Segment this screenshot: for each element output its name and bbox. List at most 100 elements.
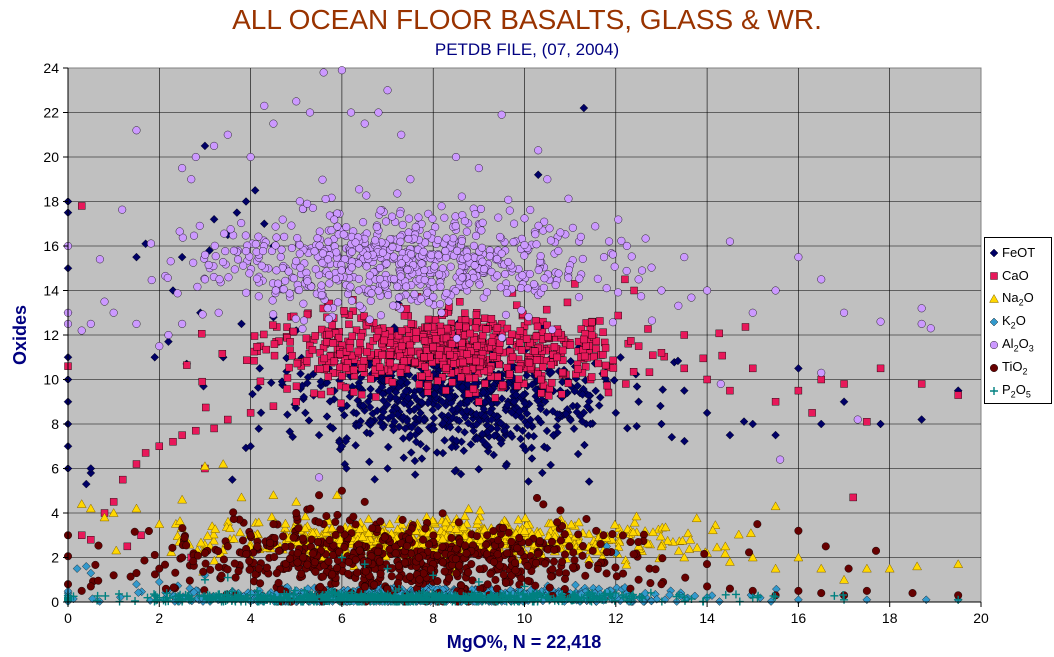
al2o3-point (210, 141, 219, 150)
tio2-point (602, 569, 611, 578)
tio2-point (318, 572, 327, 581)
tio2-point (602, 548, 611, 557)
al2o3-point (451, 212, 460, 221)
al2o3-point (396, 237, 405, 246)
feot-point (448, 413, 458, 422)
feot-point (623, 423, 632, 433)
al2o3-point (163, 273, 172, 282)
al2o3-point (268, 296, 277, 305)
feot-point (447, 442, 456, 452)
al2o3-point (428, 214, 437, 223)
cao-point (323, 338, 331, 346)
tio2-point (626, 538, 635, 547)
cao-point (356, 339, 364, 347)
feot-point (520, 399, 530, 408)
feot-point (518, 390, 528, 400)
cao-point (472, 311, 481, 319)
tio2-point (574, 530, 583, 539)
al2o3-point (469, 241, 478, 250)
tio2-point (254, 564, 263, 573)
tio2-point (185, 576, 194, 585)
cao-point (462, 366, 471, 374)
feot-point (673, 356, 683, 366)
feot-point (496, 418, 506, 428)
tio2-point (402, 541, 411, 550)
cao-point (465, 374, 473, 383)
al2o3-point (478, 218, 487, 227)
cao-point (363, 348, 371, 356)
al2o3-point (394, 293, 403, 302)
cao-point (954, 391, 962, 399)
cao-point (397, 327, 406, 335)
tio2-point (578, 542, 587, 551)
al2o3-point (77, 326, 86, 335)
al2o3-point (164, 331, 173, 340)
feot-point (322, 412, 332, 421)
tio2-point (483, 580, 492, 589)
tio2-point (438, 558, 447, 567)
tio2-point (337, 486, 346, 495)
tio2-point (507, 537, 516, 546)
tio2-point (531, 581, 540, 590)
feot-point (337, 441, 347, 451)
al2o3-point (465, 279, 474, 288)
cao-point (348, 332, 356, 340)
cao-point (464, 389, 473, 398)
al2o3-point (362, 191, 371, 200)
feot-point (496, 439, 506, 448)
cao-point (629, 368, 638, 376)
cao-point (550, 343, 559, 351)
al2o3-point (254, 292, 263, 301)
al2o3-point (543, 175, 552, 184)
al2o3-point (132, 319, 141, 328)
tio2-point (206, 565, 215, 574)
al2o3-point (269, 310, 278, 319)
al2o3-point (166, 257, 175, 266)
cao-point (849, 493, 857, 502)
al2o3-point (605, 237, 614, 246)
al2o3-point (319, 68, 328, 77)
feot-point (383, 442, 393, 452)
tio2-point (618, 531, 627, 540)
tio2-point (316, 582, 325, 591)
cao-point (448, 378, 456, 386)
al2o3-point (427, 251, 436, 260)
feot-point (316, 377, 326, 386)
feot-point (254, 424, 264, 433)
feot-point (396, 377, 405, 387)
tio2-point (336, 525, 345, 534)
al2o3-point (520, 214, 529, 223)
feot-point (410, 456, 420, 466)
al2o3-point (502, 288, 511, 297)
feot-point (400, 424, 410, 433)
feot-point (794, 364, 803, 373)
feot-point (474, 464, 484, 474)
feot-point (382, 400, 392, 409)
al2o3-point (359, 218, 368, 227)
cao-point (558, 368, 567, 377)
feot-point (487, 415, 496, 424)
al2o3-point (147, 276, 156, 285)
cao-point (603, 381, 611, 390)
cao-point (622, 380, 630, 388)
feot-point (164, 337, 173, 346)
al2o3-point (794, 253, 803, 262)
feot-point (632, 382, 642, 391)
tio2-point (844, 564, 853, 573)
al2o3-point (271, 222, 280, 231)
al2o3-point (578, 254, 587, 263)
cao-point (308, 346, 317, 354)
al2o3-point (419, 247, 428, 256)
cao-point (260, 330, 268, 339)
al2o3-point (406, 175, 415, 184)
al2o3-point (536, 252, 545, 261)
cao-point (349, 307, 357, 315)
al2o3-point (687, 293, 696, 302)
tio2-point (293, 558, 302, 567)
tio2-point (400, 558, 409, 567)
tio2-point (703, 582, 712, 591)
al2o3-point (441, 247, 450, 256)
tio2-point (794, 586, 803, 595)
tio2-point (238, 536, 247, 545)
cao-point (533, 322, 542, 331)
